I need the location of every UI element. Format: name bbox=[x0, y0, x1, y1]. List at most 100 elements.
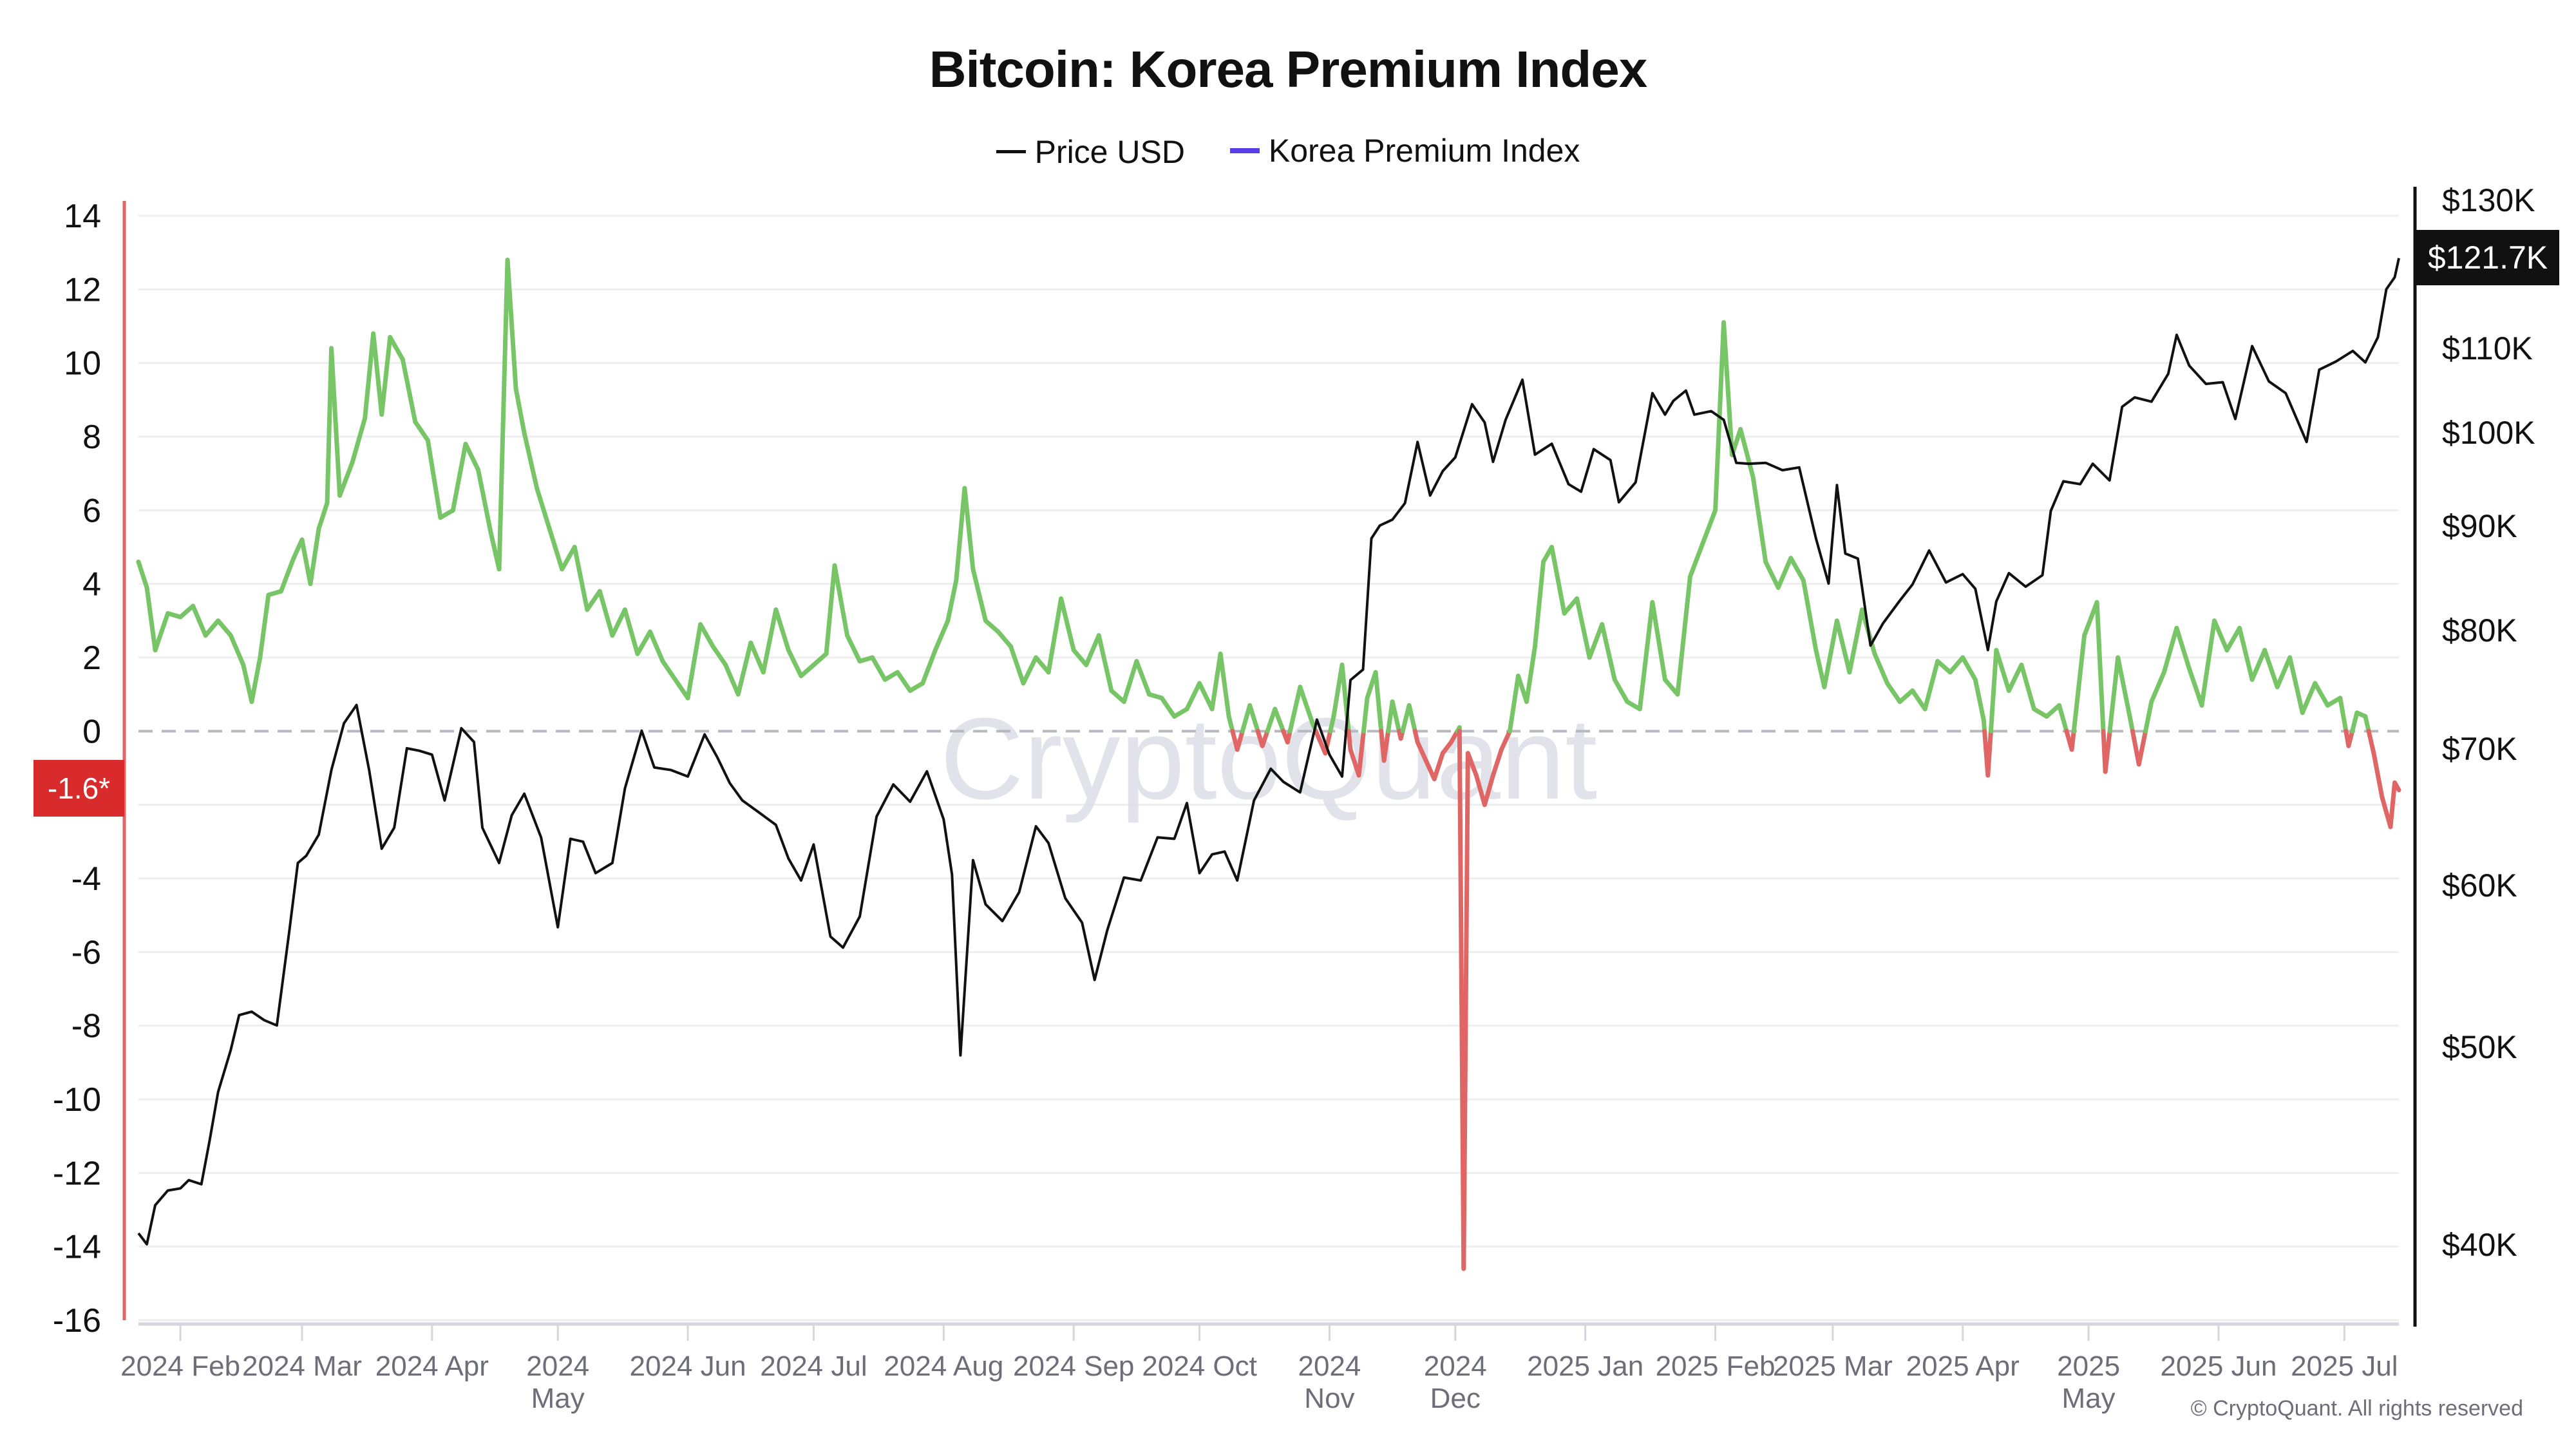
kpi-segment bbox=[299, 537, 313, 587]
kpi-segment bbox=[622, 607, 640, 656]
kpi-segment bbox=[258, 592, 271, 660]
kpi-segment bbox=[882, 670, 900, 682]
chart-title: Bitcoin: Korea Premium Index bbox=[929, 41, 1647, 98]
kpi-segment bbox=[870, 655, 887, 682]
kpi-segment bbox=[1265, 706, 1278, 734]
x-axis-tick-label: 2025 Jan bbox=[1527, 1350, 1643, 1382]
kpi-segment bbox=[144, 585, 158, 653]
kpi-segment bbox=[2082, 600, 2099, 638]
left-axis-tick-label: -14 bbox=[53, 1229, 101, 1266]
kpi-segment bbox=[786, 648, 804, 679]
kpi-segment bbox=[513, 386, 527, 435]
kpi-segment bbox=[1847, 607, 1864, 675]
kpi-segment bbox=[1562, 596, 1580, 616]
kpi-segment bbox=[1985, 728, 1993, 778]
kpi-segment bbox=[1240, 703, 1253, 734]
kpi-segment bbox=[824, 563, 837, 656]
kpi-segment bbox=[2237, 625, 2255, 682]
kpi-segment bbox=[316, 500, 330, 531]
kpi-segment bbox=[1381, 728, 1391, 763]
kpi-segment bbox=[1171, 706, 1189, 719]
kpi-segment bbox=[996, 629, 1014, 649]
legend-item-price[interactable]: Price USD bbox=[996, 133, 1185, 171]
kpi-segment bbox=[535, 486, 552, 531]
x-axis-tick-label: 2024 bbox=[1424, 1350, 1487, 1382]
left-axis-tick-label: -16 bbox=[53, 1302, 101, 1340]
x-axis-tick-label: 2024 Aug bbox=[884, 1350, 1003, 1382]
kpi-segment bbox=[522, 430, 540, 491]
kpi-segment bbox=[1465, 751, 1479, 778]
kpi-segment bbox=[1121, 659, 1139, 705]
kpi-segment bbox=[1994, 648, 2011, 693]
kpi-segment bbox=[329, 346, 343, 498]
kpi-segment bbox=[1834, 618, 1852, 675]
kpi-segment bbox=[1750, 475, 1768, 564]
kpi-segment bbox=[1499, 728, 1512, 752]
kpi-segment bbox=[2006, 662, 2024, 693]
kpi-segment bbox=[945, 578, 959, 623]
x-axis-tick-label: 2024 Feb bbox=[120, 1350, 240, 1382]
kpi-segment bbox=[1482, 773, 1495, 808]
kpi-segment bbox=[560, 545, 577, 572]
legend-item-kpi[interactable]: Korea Premium Index bbox=[1229, 132, 1580, 169]
kpi-segment bbox=[1440, 739, 1454, 756]
price-line bbox=[137, 258, 2400, 1245]
right-axis-tick-label: $80K bbox=[2442, 612, 2517, 649]
right-axis: $130K $110K $100K $90K $80K $70K $60K $50K $40K bbox=[2413, 182, 2535, 1327]
right-axis-tick-label: $50K bbox=[2442, 1029, 2517, 1065]
kpi-segment bbox=[1313, 728, 1328, 756]
kpi-segment bbox=[1885, 681, 1902, 705]
gridlines bbox=[138, 214, 2399, 1326]
kpi-segment bbox=[241, 662, 254, 705]
kpi-segment bbox=[1247, 703, 1260, 734]
kpi-segment bbox=[920, 648, 938, 686]
kpi-segment bbox=[425, 438, 443, 520]
x-axis-tick-label: 2024 bbox=[526, 1350, 589, 1382]
right-axis-tick-label: $90K bbox=[2442, 508, 2517, 544]
kpi-segment bbox=[1287, 685, 1303, 734]
kpi-segment bbox=[1096, 633, 1114, 693]
kpi-segment bbox=[2325, 696, 2343, 708]
kpi-segment bbox=[2346, 728, 2355, 748]
kpi-segment bbox=[2103, 728, 2112, 774]
legend-swatch-kpi bbox=[1229, 148, 1260, 153]
kpi-segment bbox=[1700, 507, 1718, 546]
kpi-segment bbox=[735, 640, 753, 697]
kpi-segment bbox=[1046, 596, 1064, 675]
legend: Price USD Korea Premium Index bbox=[0, 124, 2576, 171]
left-axis-tick-label: -10 bbox=[53, 1081, 101, 1119]
legend-label-kpi: Korea Premium Index bbox=[1268, 133, 1580, 169]
x-axis-tick-label: 2025 Jun bbox=[2160, 1350, 2277, 1382]
left-axis-tick-label: 8 bbox=[82, 419, 101, 456]
kpi-segment bbox=[153, 611, 171, 653]
kpi-segment bbox=[954, 486, 967, 583]
kpi-segment bbox=[2031, 706, 2049, 719]
kpi-segment bbox=[1721, 320, 1735, 458]
kpi-segment bbox=[379, 335, 393, 417]
left-axis-tick-label: -8 bbox=[71, 1008, 101, 1045]
kpi-segment bbox=[1197, 681, 1215, 712]
kpi-segment bbox=[673, 677, 690, 701]
kpi-segment bbox=[203, 618, 221, 638]
kpi-segment bbox=[2262, 648, 2280, 690]
x-axis-tick-label: 2024 Mar bbox=[242, 1350, 362, 1382]
kpi-segment bbox=[660, 659, 678, 682]
right-axis-tick-label: $110K bbox=[2442, 330, 2533, 366]
kpi-segment bbox=[1973, 677, 1986, 723]
x-axis-tick-label: 2025 bbox=[2057, 1350, 2120, 1382]
kpi-segment bbox=[1960, 655, 1978, 682]
left-axis-tick-label: 2 bbox=[82, 639, 101, 677]
kpi-segment bbox=[1897, 688, 1915, 705]
right-axis-tick-label: $40K bbox=[2442, 1227, 2517, 1263]
left-axis-tick-label: -6 bbox=[71, 934, 101, 971]
kpi-segment bbox=[597, 589, 615, 638]
kpi-segment bbox=[1390, 699, 1402, 734]
kpi-segment bbox=[400, 357, 418, 424]
kpi-segment bbox=[450, 441, 468, 513]
kpi-segment bbox=[1134, 659, 1151, 697]
kpi-segment bbox=[2366, 728, 2376, 756]
kpi-segment bbox=[2069, 728, 2076, 752]
kpi-segment bbox=[907, 681, 925, 693]
kpi-segment bbox=[2186, 666, 2204, 708]
